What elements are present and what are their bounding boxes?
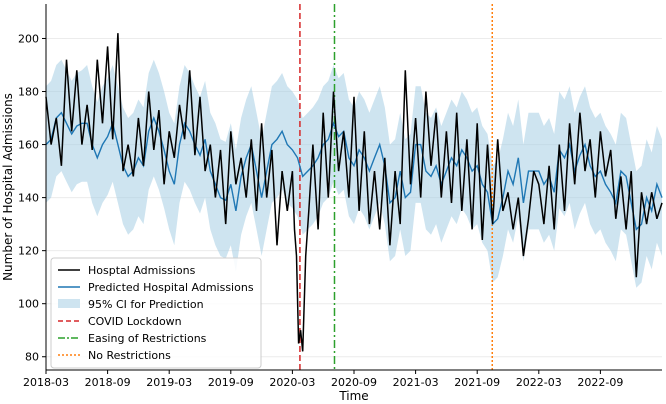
x-tick-label: 2021-09 xyxy=(454,376,500,389)
y-axis-label: Number of Hospital Admissions xyxy=(1,93,15,281)
legend-label-hosptal-admissions: Hosptal Admissions xyxy=(88,264,196,277)
y-tick-label: 180 xyxy=(18,86,39,99)
x-tick-label: 2018-03 xyxy=(23,376,69,389)
x-tick-label: 2019-09 xyxy=(208,376,254,389)
y-tick-label: 140 xyxy=(18,192,39,205)
x-tick-label: 2020-09 xyxy=(331,376,377,389)
y-tick-label: 80 xyxy=(25,351,39,364)
legend-label-95-ci-for-prediction: 95% CI for Prediction xyxy=(88,298,204,311)
x-axis-label: Time xyxy=(338,389,368,403)
legend-box xyxy=(50,257,262,369)
hospital-admissions-line xyxy=(45,33,663,352)
x-tick-label: 2021-03 xyxy=(393,376,439,389)
legend-swatch-95-ci-for-prediction xyxy=(58,299,80,308)
legend-label-predicted-hospital-admissions: Predicted Hospital Admissions xyxy=(88,281,254,294)
y-tick-label: 100 xyxy=(18,298,39,311)
ci-band xyxy=(46,59,662,288)
series-lines xyxy=(45,33,663,352)
y-tick-label: 120 xyxy=(18,245,39,258)
event-lines xyxy=(299,4,494,370)
x-tick-label: 2022-03 xyxy=(516,376,562,389)
x-tick-label: 2020-03 xyxy=(269,376,315,389)
y-tick-label: 160 xyxy=(18,139,39,152)
legend-label-easing-of-restrictions: Easing of Restrictions xyxy=(88,332,207,345)
ticks: 80 100 120 140 160 180 200 2018-03 2018-09 2019-0… xyxy=(18,32,623,389)
legend: Hosptal Admissions Predicted Hospital Adm… xyxy=(50,257,262,369)
x-tick-label: 2022-09 xyxy=(577,376,623,389)
confidence-interval xyxy=(46,59,662,288)
x-tick-label: 2018-09 xyxy=(85,376,131,389)
legend-label-no-restrictions: No Restrictions xyxy=(88,349,171,362)
y-tick-label: 200 xyxy=(18,32,39,45)
x-tick-label: 2019-03 xyxy=(146,376,192,389)
legend-label-covid-lockdown: COVID Lockdown xyxy=(88,315,182,328)
